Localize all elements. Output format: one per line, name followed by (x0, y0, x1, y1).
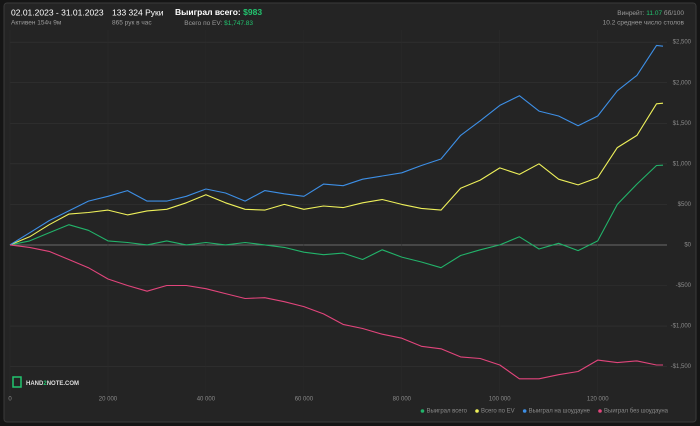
series-line (9, 164, 664, 269)
watermark: HAND2NOTE.COM (26, 381, 79, 387)
winrate: Винрейт: 11.07 бб/100 (617, 9, 684, 17)
x-tick-label: 120 000 (587, 397, 609, 403)
ev-label: Всего по EV: (184, 20, 222, 27)
y-tick-label: $2,000 (673, 80, 692, 86)
y-tick-label: $0 (684, 243, 691, 249)
y-tick-label: $1,000 (673, 161, 692, 167)
y-tick-label: $500 (678, 202, 692, 208)
ev-value: $1,747.83 (224, 20, 253, 27)
series-line (9, 44, 664, 246)
y-tick-label: -$1,000 (671, 324, 692, 330)
x-tick-label: 80 000 (393, 397, 412, 403)
period: 02.01.2023 - 31.01.2023 (11, 7, 104, 17)
ev-total: Всего по EV: $1,747.83 (184, 20, 253, 27)
legend-marker (598, 409, 602, 413)
legend-marker (475, 409, 479, 413)
logo-part: 2 (43, 381, 47, 387)
series-line (9, 102, 664, 246)
x-tick-label: 100 000 (489, 397, 511, 403)
winrate-label: Винрейт: (617, 9, 644, 17)
panel (3, 2, 697, 423)
legend-label: Выиграл на шоудауне (529, 409, 591, 415)
won-total: Выиграл всего: $983 (175, 7, 262, 17)
tables: 10.2 среднее число столов (603, 20, 685, 27)
hands: 133 324 Руки (112, 7, 164, 17)
won-label: Выиграл всего: (175, 7, 241, 17)
x-tick-label: 60 000 (295, 397, 314, 403)
y-tick-label: -$1,500 (671, 364, 692, 370)
legend-marker (522, 409, 527, 413)
legend-marker (420, 409, 425, 413)
y-tick-label: $2,500 (673, 40, 692, 46)
logo-icon (12, 376, 22, 388)
hands-rate: 865 рук в час (112, 20, 152, 27)
logo-part: NOTE.COM (47, 381, 79, 387)
winrate-unit: бб/100 (664, 9, 684, 17)
y-tick-label: -$500 (676, 283, 692, 289)
legend-label: Выиграл всего (426, 409, 467, 415)
winrate-value: 11.07 (646, 10, 662, 17)
y-tick-label: $1,500 (673, 121, 692, 127)
x-tick-label: 40 000 (197, 397, 216, 403)
x-tick-label: 20 000 (99, 397, 118, 403)
x-tick-label: 0 (8, 397, 12, 403)
series-line (9, 244, 663, 380)
won-value: $983 (243, 7, 262, 17)
legend-label: Выиграл без шоудауна (604, 409, 669, 415)
active-time: Активен 154ч 9м (11, 20, 62, 27)
legend-label: Всего по EV (481, 409, 515, 415)
logo-part: HAND (26, 381, 44, 387)
